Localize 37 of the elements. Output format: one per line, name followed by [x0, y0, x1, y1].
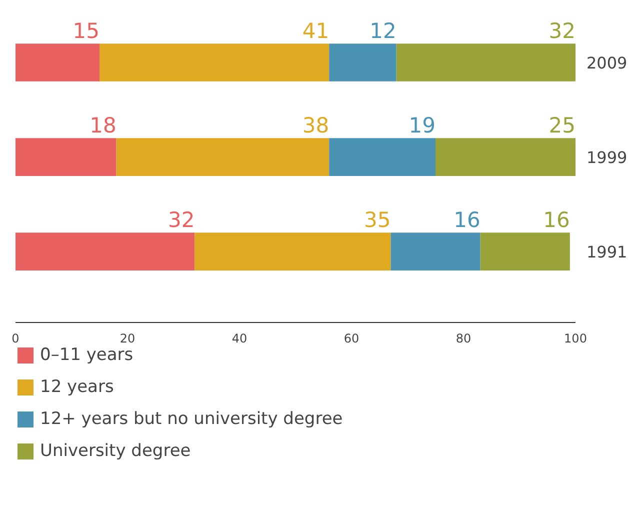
legend-label: University degree: [40, 441, 191, 461]
y-tick-label: 1991: [586, 242, 628, 262]
legend-label: 12 years: [40, 377, 114, 397]
bar: [329, 138, 436, 176]
bar: [396, 44, 576, 82]
data-label: 32: [168, 208, 195, 232]
data-label: 25: [548, 113, 576, 138]
data-label: 38: [302, 113, 330, 138]
bar: [116, 138, 330, 176]
legend-label: 0–11 years: [40, 345, 134, 365]
y-tick-label: 1999: [586, 148, 628, 168]
x-tick-label: 0: [12, 332, 20, 346]
data-label: 12: [370, 18, 396, 43]
bar: [436, 138, 576, 176]
data-label: 41: [302, 18, 330, 43]
data-label: 32: [548, 18, 576, 43]
data-label: 16: [543, 208, 570, 232]
data-label: 35: [364, 208, 391, 232]
x-tick-label: 60: [344, 332, 360, 346]
bar: [480, 232, 570, 270]
x-tick-label: 100: [564, 332, 587, 346]
bar: [194, 232, 391, 270]
bar: [100, 44, 330, 82]
bar: [16, 44, 100, 82]
bar: [329, 44, 396, 82]
data-label: 19: [408, 113, 436, 138]
bar: [16, 232, 195, 270]
data-label: 18: [90, 113, 116, 138]
legend-label: 12+ years but no university degree: [40, 409, 343, 429]
data-label: 16: [454, 208, 480, 232]
bar: [16, 138, 116, 176]
x-tick-label: 40: [232, 332, 248, 346]
bar: [390, 232, 480, 270]
data-label: 15: [72, 18, 100, 43]
x-tick-label: 20: [120, 332, 136, 346]
y-tick-label: 2009: [586, 54, 628, 72]
x-tick-label: 80: [456, 332, 472, 346]
